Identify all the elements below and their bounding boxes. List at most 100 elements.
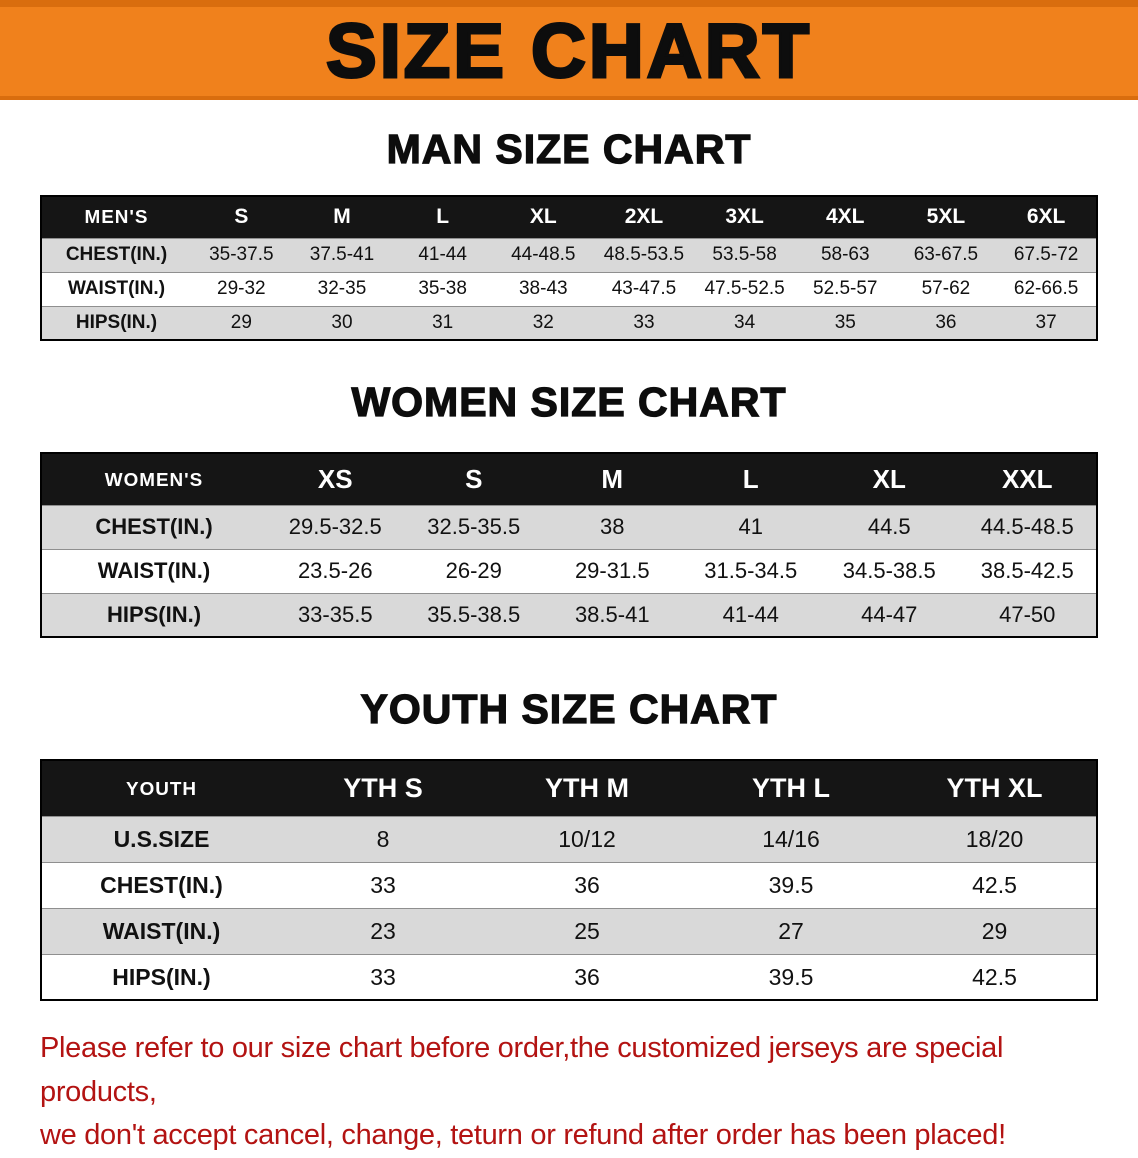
table-body-youth: U.S.SIZE 8 10/12 14/16 18/20 CHEST(IN.) 33 36 39… xyxy=(41,815,1097,1001)
row-label: HIPS(IN.) xyxy=(41,305,191,341)
column-header: 2XL xyxy=(593,196,695,239)
size-value: 57-62 xyxy=(895,271,997,307)
header-row: YOUTH YTH S YTH M YTH L YTH XL xyxy=(41,760,1097,817)
table-row: CHEST(IN.) 29.5-32.5 32.5-35.5 38 41 44.5 44.5… xyxy=(41,504,1097,550)
row-label: HIPS(IN.) xyxy=(41,592,266,638)
size-value: 31.5-34.5 xyxy=(681,548,820,594)
size-value: 41-44 xyxy=(392,237,493,273)
header-row: MEN'S S M L XL 2XL 3XL 4XL 5XL 6XL xyxy=(41,196,1097,239)
column-header: YTH M xyxy=(485,760,689,817)
column-header: 3XL xyxy=(694,196,795,239)
size-value: 53.5-58 xyxy=(694,237,795,273)
size-value: 52.5-57 xyxy=(794,271,896,307)
size-value: 58-63 xyxy=(794,237,896,273)
size-value: 43-47.5 xyxy=(593,271,695,307)
row-label: WAIST(IN.) xyxy=(41,271,191,307)
size-value: 32 xyxy=(492,305,594,341)
column-header: M xyxy=(543,453,682,506)
size-value: 37.5-41 xyxy=(291,237,393,273)
table-row: U.S.SIZE 8 10/12 14/16 18/20 xyxy=(41,815,1097,863)
row-label: WAIST(IN.) xyxy=(41,907,281,955)
size-value: 35-38 xyxy=(392,271,493,307)
section-heading-youth: YOUTH SIZE CHART xyxy=(360,686,778,733)
row-label: WAIST(IN.) xyxy=(41,548,266,594)
table-row: HIPS(IN.) 33-35.5 35.5-38.5 38.5-41 41-44 44-… xyxy=(41,592,1097,638)
size-value: 32-35 xyxy=(291,271,393,307)
table-corner-label: WOMEN'S xyxy=(41,453,266,506)
size-value: 23 xyxy=(281,907,485,955)
table-corner-label: MEN'S xyxy=(41,196,191,239)
size-value: 44.5-48.5 xyxy=(958,504,1097,550)
size-value: 34.5-38.5 xyxy=(820,548,959,594)
table-row: CHEST(IN.) 33 36 39.5 42.5 xyxy=(41,861,1097,909)
size-value: 38.5-42.5 xyxy=(958,548,1097,594)
size-value: 47.5-52.5 xyxy=(694,271,795,307)
page-title: SIZE CHART xyxy=(325,8,812,94)
header-row: WOMEN'S XS S M L XL XXL xyxy=(41,453,1097,506)
size-value: 26-29 xyxy=(404,548,543,594)
size-value: 33 xyxy=(281,861,485,909)
size-value: 23.5-26 xyxy=(266,548,405,594)
size-value: 38-43 xyxy=(492,271,594,307)
row-label: CHEST(IN.) xyxy=(41,504,266,550)
size-value: 36 xyxy=(895,305,997,341)
size-value: 8 xyxy=(281,815,485,863)
size-value: 29-32 xyxy=(191,271,292,307)
row-label: CHEST(IN.) xyxy=(41,861,281,909)
column-header: 6XL xyxy=(996,196,1097,239)
size-value: 39.5 xyxy=(689,861,893,909)
size-value: 35-37.5 xyxy=(191,237,292,273)
size-value: 62-66.5 xyxy=(996,271,1097,307)
size-value: 67.5-72 xyxy=(996,237,1097,273)
size-value: 33-35.5 xyxy=(266,592,405,638)
size-value: 29-31.5 xyxy=(543,548,682,594)
size-value: 35 xyxy=(794,305,896,341)
column-header: 4XL xyxy=(794,196,896,239)
row-label: CHEST(IN.) xyxy=(41,237,191,273)
size-value: 44-47 xyxy=(820,592,959,638)
row-label: U.S.SIZE xyxy=(41,815,281,863)
table-corner-label: YOUTH xyxy=(41,760,281,817)
disclaimer-line-1: Please refer to our size chart before or… xyxy=(40,1032,1004,1108)
column-header: YTH S xyxy=(281,760,485,817)
table-row: CHEST(IN.) 35-37.5 37.5-41 41-44 44-48.5 48.5… xyxy=(41,237,1097,273)
column-header: YTH L xyxy=(689,760,893,817)
disclaimer: Please refer to our size chart before or… xyxy=(40,1027,1098,1158)
size-value: 34 xyxy=(694,305,795,341)
table-row: HIPS(IN.) 29 30 31 32 33 34 35 36 37 xyxy=(41,305,1097,341)
banner: SIZE CHART xyxy=(0,0,1138,100)
size-value: 36 xyxy=(485,953,689,1001)
size-value: 37 xyxy=(996,305,1097,341)
size-value: 48.5-53.5 xyxy=(593,237,695,273)
size-value: 27 xyxy=(689,907,893,955)
column-header: YTH XL xyxy=(893,760,1097,817)
column-header: 5XL xyxy=(895,196,997,239)
disclaimer-line-2: we don't accept cancel, change, teturn o… xyxy=(40,1119,1006,1152)
size-value: 10/12 xyxy=(485,815,689,863)
size-table-men: MEN'S S M L XL 2XL 3XL 4XL 5XL 6XL CHEST(IN.) 35-37… xyxy=(40,195,1098,342)
size-value: 38 xyxy=(543,504,682,550)
column-header: S xyxy=(404,453,543,506)
size-value: 25 xyxy=(485,907,689,955)
section-heading-women: WOMEN SIZE CHART xyxy=(351,378,787,426)
table-header-women: WOMEN'S XS S M L XL XXL xyxy=(41,453,1097,506)
size-value: 29 xyxy=(893,907,1097,955)
size-value: 47-50 xyxy=(958,592,1097,638)
column-header: XS xyxy=(266,453,405,506)
size-value: 30 xyxy=(291,305,393,341)
table-row: WAIST(IN.) 23 25 27 29 xyxy=(41,907,1097,955)
size-value: 42.5 xyxy=(893,953,1097,1001)
column-header: XL xyxy=(820,453,959,506)
table-body-women: CHEST(IN.) 29.5-32.5 32.5-35.5 38 41 44.5 44.5… xyxy=(41,504,1097,638)
size-value: 29 xyxy=(191,305,292,341)
size-value: 14/16 xyxy=(689,815,893,863)
size-value: 38.5-41 xyxy=(543,592,682,638)
table-row: WAIST(IN.) 29-32 32-35 35-38 38-43 43-47.5 47.… xyxy=(41,271,1097,307)
row-label: HIPS(IN.) xyxy=(41,953,281,1001)
column-header: XL xyxy=(492,196,594,239)
size-value: 44-48.5 xyxy=(492,237,594,273)
size-value: 35.5-38.5 xyxy=(404,592,543,638)
column-header: L xyxy=(681,453,820,506)
size-value: 29.5-32.5 xyxy=(266,504,405,550)
